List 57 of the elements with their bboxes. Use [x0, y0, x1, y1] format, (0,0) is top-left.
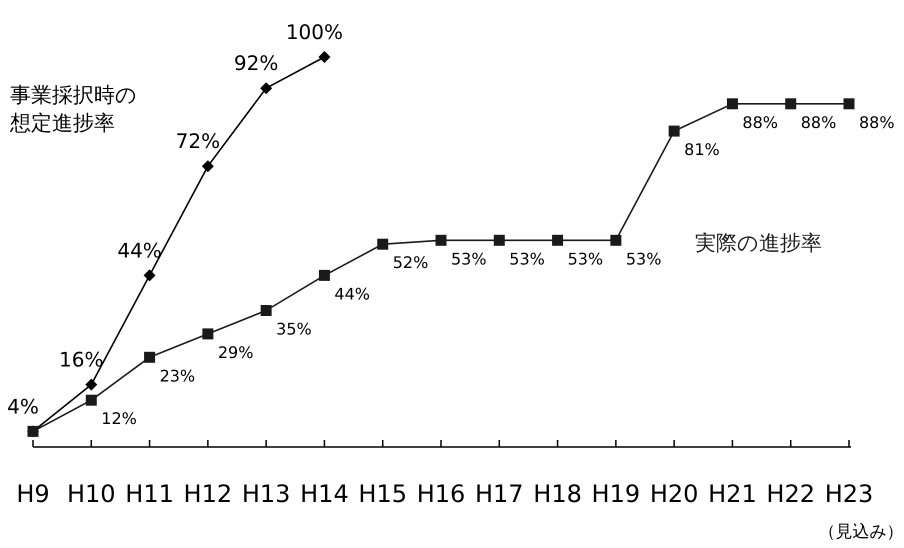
point	[144, 352, 156, 363]
point	[610, 234, 622, 246]
x-tick-label: H19	[592, 480, 640, 508]
data-label: 12%	[101, 409, 137, 428]
text: 事業採択時の想定進捗率	[10, 83, 137, 135]
point	[260, 82, 272, 94]
point	[436, 234, 446, 246]
x-tick-label: H20	[650, 480, 698, 508]
point	[318, 51, 330, 63]
point	[260, 305, 272, 316]
data-label: 4%	[7, 394, 39, 418]
x-tick-label: H9	[16, 480, 50, 508]
data-label: 53%	[626, 249, 662, 268]
point	[377, 238, 388, 250]
data-label: 72%	[176, 129, 220, 154]
x-tick-label: H18	[533, 480, 582, 508]
data-label: 29%	[218, 342, 254, 362]
data-label: 88%	[742, 112, 778, 132]
data-label: 100%	[286, 20, 344, 44]
point	[785, 98, 796, 110]
data-label: 16%	[59, 348, 104, 372]
text: （見込み）	[818, 522, 904, 542]
x-tick-label: H16	[416, 480, 466, 508]
point	[726, 98, 738, 110]
x-tick-label: H13	[242, 480, 290, 508]
point	[552, 234, 564, 246]
point	[144, 269, 156, 282]
data-label: 53%	[509, 249, 545, 268]
data-label: 23%	[160, 366, 196, 386]
point	[202, 160, 214, 172]
x-tick-label: H15	[358, 480, 408, 508]
point	[494, 234, 505, 246]
data-label: 88%	[800, 112, 836, 132]
data-label: 88%	[859, 112, 895, 132]
x-tick-label: H11	[125, 480, 174, 508]
data-label: 52%	[392, 253, 428, 272]
point	[318, 270, 330, 281]
x-tick-label: H14	[300, 480, 349, 508]
point	[844, 98, 854, 110]
data-label: 44%	[117, 238, 162, 262]
text: 実際の進捗率	[695, 231, 822, 255]
data-label: 35%	[276, 320, 312, 338]
data-label: 53%	[451, 249, 487, 268]
data-label: 53%	[568, 249, 604, 268]
x-tick-label: H12	[184, 480, 232, 508]
x-tick-label: H22	[766, 480, 816, 508]
x-tick-label: H17	[474, 480, 524, 508]
data-label: 92%	[234, 51, 278, 76]
x-tick-label: H10	[66, 480, 116, 508]
point	[668, 126, 680, 137]
point	[86, 394, 97, 406]
data-label: 44%	[334, 284, 370, 304]
point	[85, 378, 98, 391]
x-tick-label: H21	[708, 480, 757, 508]
x-tick-label: H23	[824, 480, 874, 508]
data-label: 81%	[684, 140, 720, 160]
point	[202, 328, 214, 340]
